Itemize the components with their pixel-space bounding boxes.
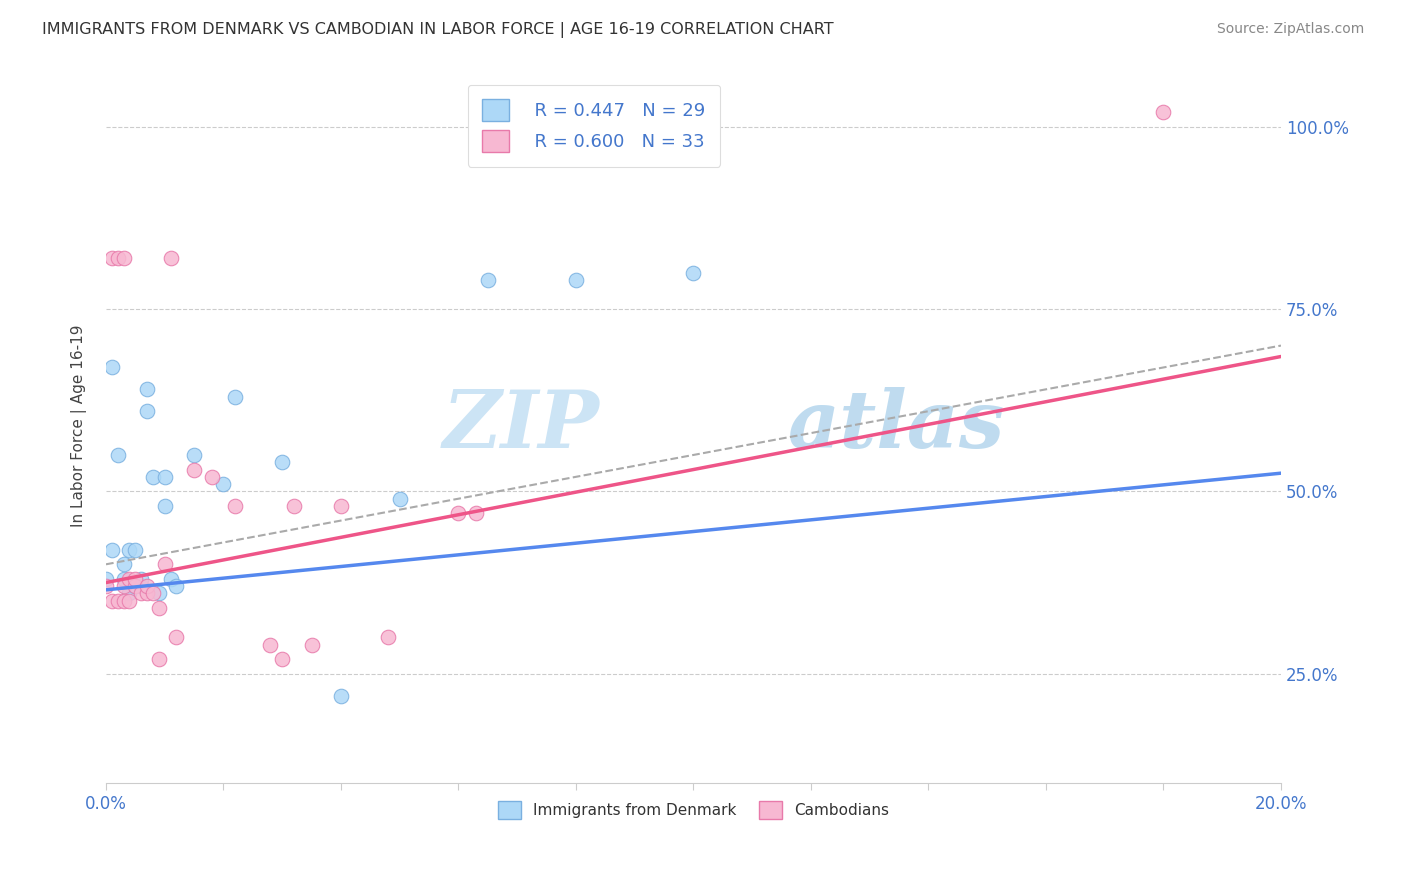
Point — [201, 470, 224, 484]
Point — [112, 594, 135, 608]
Point — [136, 404, 159, 418]
Point — [166, 579, 188, 593]
Point — [212, 477, 235, 491]
Point — [129, 586, 152, 600]
Point — [118, 594, 141, 608]
Legend: Immigrants from Denmark, Cambodians: Immigrants from Denmark, Cambodians — [492, 795, 896, 825]
Point — [283, 499, 305, 513]
Point — [465, 506, 488, 520]
Point — [142, 470, 165, 484]
Point — [271, 652, 294, 666]
Point — [183, 462, 205, 476]
Point — [159, 572, 181, 586]
Point — [183, 448, 205, 462]
Point — [94, 572, 117, 586]
Text: Source: ZipAtlas.com: Source: ZipAtlas.com — [1216, 22, 1364, 37]
Point — [136, 579, 159, 593]
Point — [142, 586, 165, 600]
Point — [166, 630, 188, 644]
Text: ZIP: ZIP — [443, 387, 599, 465]
Point — [148, 652, 170, 666]
Point — [271, 455, 294, 469]
Point — [565, 273, 588, 287]
Point — [112, 251, 135, 265]
Point — [477, 273, 499, 287]
Point — [1152, 105, 1174, 120]
Point — [112, 572, 135, 586]
Point — [101, 594, 124, 608]
Point — [101, 542, 124, 557]
Point — [112, 558, 135, 572]
Text: atlas: atlas — [787, 387, 1005, 465]
Point — [107, 594, 129, 608]
Point — [159, 251, 181, 265]
Point — [101, 360, 124, 375]
Point — [94, 579, 117, 593]
Text: IMMIGRANTS FROM DENMARK VS CAMBODIAN IN LABOR FORCE | AGE 16-19 CORRELATION CHAR: IMMIGRANTS FROM DENMARK VS CAMBODIAN IN … — [42, 22, 834, 38]
Point — [118, 542, 141, 557]
Point — [259, 638, 281, 652]
Point — [124, 579, 146, 593]
Point — [124, 542, 146, 557]
Point — [153, 470, 176, 484]
Point — [136, 586, 159, 600]
Point — [153, 558, 176, 572]
Point — [388, 491, 411, 506]
Point — [129, 572, 152, 586]
Point — [224, 499, 246, 513]
Point — [107, 448, 129, 462]
Point — [682, 266, 704, 280]
Point — [112, 579, 135, 593]
Y-axis label: In Labor Force | Age 16-19: In Labor Force | Age 16-19 — [72, 325, 87, 527]
Point — [377, 630, 399, 644]
Point — [148, 586, 170, 600]
Point — [301, 638, 323, 652]
Point — [447, 506, 470, 520]
Point — [224, 390, 246, 404]
Point — [118, 586, 141, 600]
Point — [124, 572, 146, 586]
Point — [129, 579, 152, 593]
Point — [136, 382, 159, 396]
Point — [107, 251, 129, 265]
Point — [330, 499, 353, 513]
Point — [330, 689, 353, 703]
Point — [124, 579, 146, 593]
Point — [101, 251, 124, 265]
Point — [118, 572, 141, 586]
Point — [148, 601, 170, 615]
Point — [153, 499, 176, 513]
